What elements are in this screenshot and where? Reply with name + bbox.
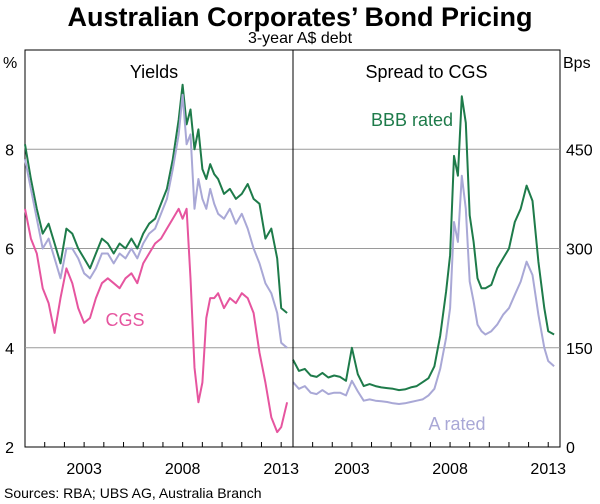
series-line-spread-to-cgs-a-rated bbox=[292, 174, 555, 405]
y-tick-left-8: 8 bbox=[5, 142, 14, 159]
series-line-yields-a-rated bbox=[24, 93, 288, 349]
x-label-spread-to-cgs-2013: 2013 bbox=[530, 461, 566, 478]
series-line-yields-cgs bbox=[24, 207, 289, 434]
y-tick-right-450: 450 bbox=[566, 142, 593, 159]
series-line-spread-to-cgs-bbb-rated bbox=[292, 95, 555, 392]
x-label-yields-2003: 2003 bbox=[66, 461, 102, 478]
y-tick-right-150: 150 bbox=[566, 341, 593, 358]
x-label-yields-2013: 2013 bbox=[263, 461, 299, 478]
y-tick-left-2: 2 bbox=[5, 440, 14, 457]
panel-title-yields: Yields bbox=[130, 62, 178, 82]
panel-title-spread-to-cgs: Spread to CGS bbox=[365, 62, 487, 82]
y-tick-right-300: 300 bbox=[566, 242, 593, 259]
y-unit-right: Bps bbox=[563, 55, 591, 72]
chart-subtitle: 3-year A$ debt bbox=[247, 30, 353, 47]
x-label-yields-2008: 2008 bbox=[165, 461, 201, 478]
series-label-a-rated: A rated bbox=[428, 414, 485, 434]
y-tick-left-4: 4 bbox=[5, 341, 14, 358]
series-label-bbb-rated: BBB rated bbox=[371, 110, 453, 130]
chart-title: Australian Corporates’ Bond Pricing bbox=[67, 2, 533, 32]
y-tick-right-0: 0 bbox=[566, 440, 575, 457]
series-label-cgs: CGS bbox=[105, 310, 144, 330]
x-label-spread-to-cgs-2003: 2003 bbox=[334, 461, 370, 478]
series-line-yields-bbb-rated bbox=[24, 83, 288, 314]
x-label-spread-to-cgs-2008: 2008 bbox=[432, 461, 468, 478]
y-tick-left-6: 6 bbox=[5, 242, 14, 259]
source-note: Sources: RBA; UBS AG, Australia Branch bbox=[4, 485, 262, 501]
y-unit-left: % bbox=[3, 55, 17, 72]
